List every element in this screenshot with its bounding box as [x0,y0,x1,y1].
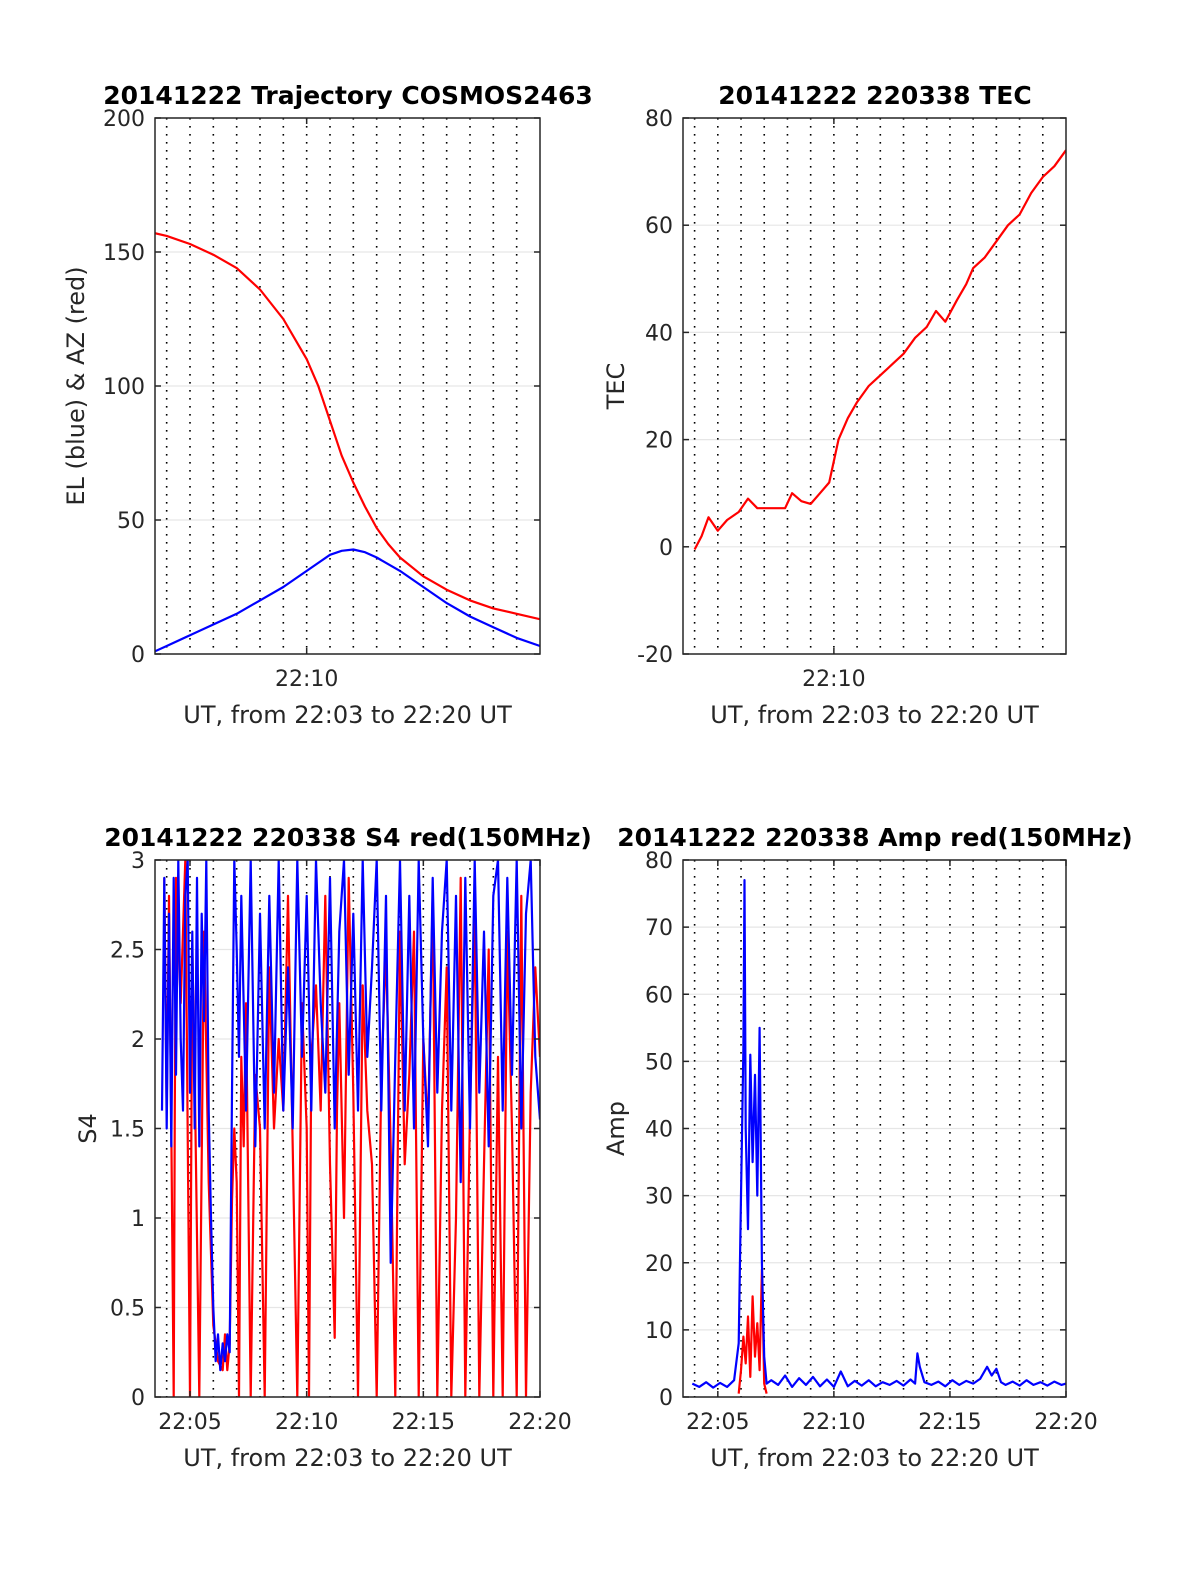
y-tick-label: 50 [645,1050,673,1075]
y-axis-label: Amp [602,1101,630,1156]
y-tick-label: 1.5 [110,1118,145,1143]
x-axis-label: UT, from 22:03 to 22:20 UT [710,701,1039,729]
y-tick-label: 0 [659,1386,673,1411]
x-tick-label: 22:05 [686,1410,749,1435]
chart-title: 20141222 220338 TEC [718,81,1031,110]
series-line-blue [160,860,540,1372]
y-tick-label: 80 [645,107,673,132]
y-tick-label: 60 [645,214,673,239]
y-tick-label: 40 [645,1118,673,1143]
y-tick-label: 10 [645,1319,673,1344]
series-line-red [155,232,540,621]
chart-1: 0 50 100 150 200 22:10 20141222 Trajectory COS… [62,81,593,729]
y-tick-label: 70 [645,916,673,941]
series-line-red [693,149,1066,551]
axes-box [682,117,1067,655]
y-tick-label: 80 [645,849,673,874]
x-tick-label: 22:05 [158,1410,221,1435]
y-tick-label: 2.5 [110,939,145,964]
series-line-blue [155,548,540,653]
y-tick-label: 100 [103,375,145,400]
y-tick-label: 50 [117,509,145,534]
series-line-blue [691,879,1066,1389]
y-axis-label: S4 [74,1113,102,1144]
chart-title: 20141222 220338 Amp red(150MHz) [617,823,1133,852]
y-tick-label: 60 [645,983,673,1008]
x-tick-label: 22:10 [275,1410,338,1435]
x-tick-label: 22:20 [508,1410,571,1435]
y-tick-label: 3 [131,849,145,874]
y-tick-label: 20 [645,429,673,454]
y-tick-label: 40 [645,321,673,346]
y-tick-label: 1 [131,1207,145,1232]
x-axis-label: UT, from 22:03 to 22:20 UT [183,701,512,729]
y-tick-label: 0 [131,643,145,668]
y-tick-label: 30 [645,1185,673,1210]
chart-title: 20141222 220338 S4 red(150MHz) [104,823,592,852]
x-tick-label: 22:10 [275,667,338,692]
x-axis-label: UT, from 22:03 to 22:20 UT [183,1444,512,1472]
y-axis-label: EL (blue) & AZ (red) [62,266,90,505]
chart-title: 20141222 Trajectory COSMOS2463 [103,81,593,110]
chart-4: 0 10 20 30 40 50 60 70 80 22:05 22:10 22:15 22:20 201… [602,823,1133,1472]
y-axis-label: TEC [602,363,630,411]
y-tick-label: 150 [103,241,145,266]
y-tick-label: 0.5 [110,1297,145,1322]
chart-2: -20 0 20 40 60 80 22:10 20141222 220338 TEC UT, … [602,81,1067,729]
y-tick-label: 0 [131,1386,145,1411]
y-tick-label: 200 [103,107,145,132]
y-tick-label: 0 [659,536,673,561]
x-tick-label: 22:10 [802,667,865,692]
y-tick-label: -20 [637,643,673,668]
x-tick-label: 22:15 [918,1410,981,1435]
x-tick-label: 22:10 [802,1410,865,1435]
y-tick-label: 20 [645,1252,673,1277]
x-tick-label: 22:20 [1034,1410,1097,1435]
x-axis-label: UT, from 22:03 to 22:20 UT [710,1444,1039,1472]
x-tick-label: 22:15 [392,1410,455,1435]
y-tick-label: 2 [131,1028,145,1053]
chart-3: 0 0.5 1 1.5 2 2.5 3 22:05 22:10 22:15 22:20 2014122… [74,823,592,1472]
